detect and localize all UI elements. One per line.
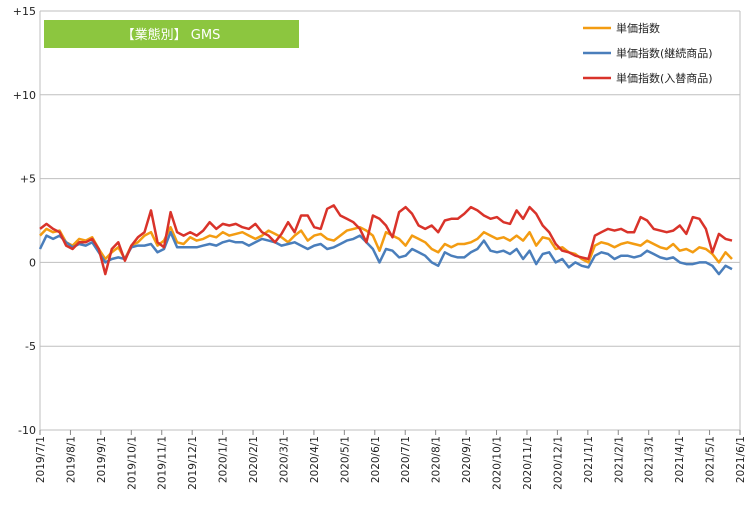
x-tick-label: 2020/7/1 <box>400 436 412 483</box>
x-tick-label: 2019/7/1 <box>35 436 47 483</box>
chart-title-background <box>44 20 299 48</box>
x-tick-label: 2019/12/1 <box>187 436 199 490</box>
y-tick-label: -5 <box>25 340 36 353</box>
x-tick-label: 2020/9/1 <box>461 436 473 483</box>
x-tick-label: 2020/4/1 <box>309 436 321 483</box>
gridlines <box>39 10 741 431</box>
x-tick-label: 2020/8/1 <box>431 436 443 483</box>
y-tick-label: -10 <box>18 424 36 437</box>
y-tick-label: +15 <box>13 5 36 18</box>
x-tick-label: 2021/6/1 <box>735 436 745 483</box>
x-tick-label: 2019/10/1 <box>126 436 138 490</box>
x-tick-label: 2020/6/1 <box>370 436 382 483</box>
series-line-3 <box>39 204 733 276</box>
x-tick-label: 2019/11/1 <box>157 436 169 490</box>
x-tick-label: 2020/11/1 <box>522 436 534 490</box>
x-tick-label: 2021/1/1 <box>583 436 595 483</box>
x-tick-label: 2020/3/1 <box>278 436 290 483</box>
y-tick-label: +5 <box>20 173 36 186</box>
x-tick-label: 2020/12/1 <box>552 436 564 490</box>
series-lines <box>38 204 733 276</box>
x-tick-label: 2019/8/1 <box>65 436 77 483</box>
y-tick-label: +10 <box>13 89 36 102</box>
x-tick-label: 2021/2/1 <box>613 436 625 483</box>
x-tick-label: 2019/9/1 <box>96 436 108 483</box>
x-tick-label: 2021/5/1 <box>705 436 717 483</box>
y-tick-label: 0 <box>29 256 36 269</box>
x-tick-label: 2020/2/1 <box>248 436 260 483</box>
x-tick-label: 2021/4/1 <box>674 436 686 483</box>
x-tick-label: 2020/5/1 <box>339 436 351 483</box>
x-tick-label: 2020/1/1 <box>218 436 230 483</box>
series-line-1 <box>39 225 733 264</box>
x-tick-label: 2020/10/1 <box>492 436 504 490</box>
x-tick-label: 2021/3/1 <box>644 436 656 483</box>
y-axis-ticks: +15 +10 +5 0 -5 -10 <box>13 5 36 437</box>
legend-label: 単価指数(継続商品) <box>616 46 713 60</box>
series-line-2 <box>38 230 733 276</box>
legend-label: 単価指数(入替商品) <box>616 71 713 85</box>
legend-label: 単価指数 <box>616 21 660 35</box>
chart-title-box: 【業態別】 GMS <box>44 20 299 48</box>
chart-title: 【業態別】 GMS <box>122 27 221 43</box>
x-axis: 2019/7/1 2019/8/1 2019/9/1 2019/10/1 2019/11… <box>35 430 745 490</box>
